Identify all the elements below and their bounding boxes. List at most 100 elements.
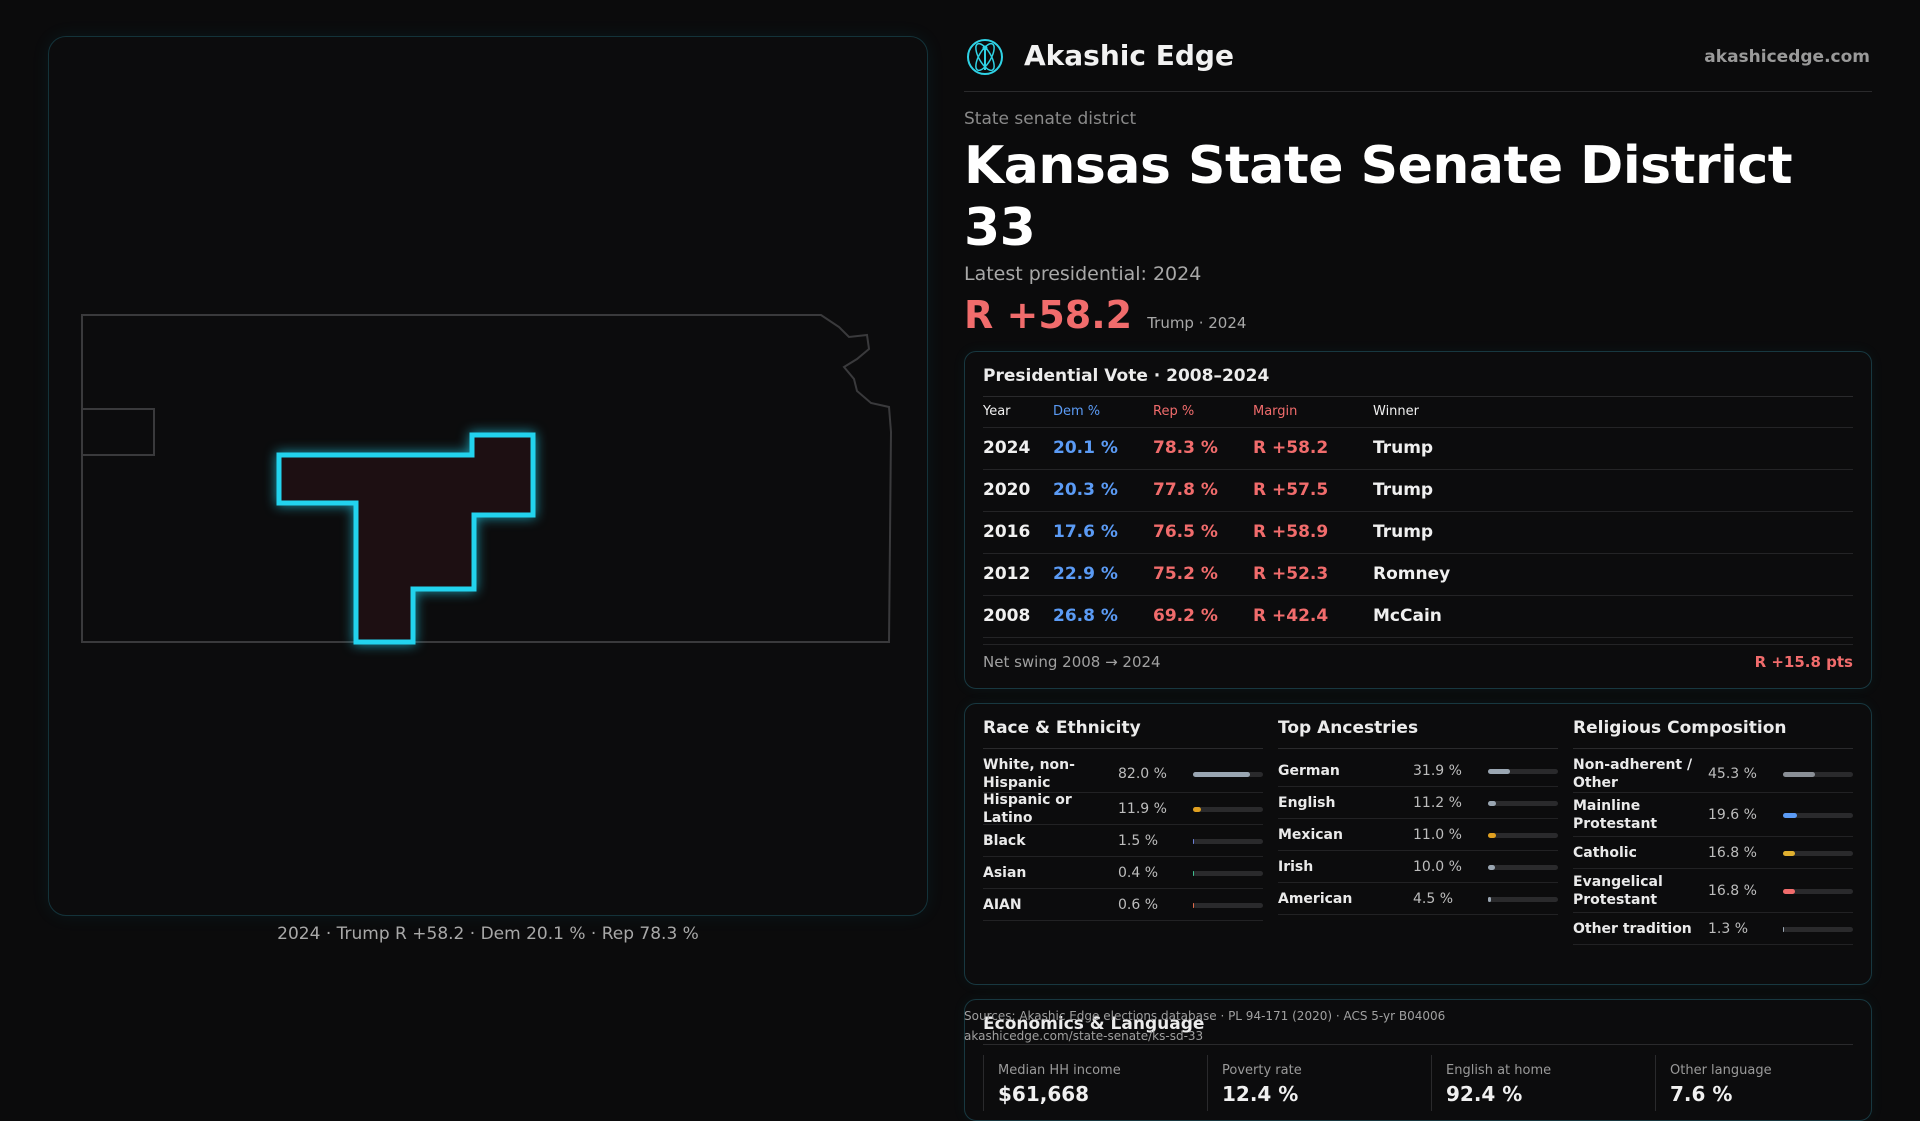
bar-fill [1783,812,1797,818]
source-footer: Sources: Akashic Edge elections database… [964,1006,1445,1046]
bar-row: Asian 0.4 % [983,857,1263,889]
bar-label: Black [983,832,1026,849]
economics-grid: Median HH income $61,668 Poverty rate 12… [983,1055,1853,1115]
econ-value: 12.4 % [1222,1082,1299,1106]
brand-header: Akashic Edge akashicedge.com [964,30,1872,92]
cell-winner: Trump [1373,427,1853,470]
bar-fill [1783,888,1795,894]
bar-percent: 11.9 % [1118,800,1167,817]
bar-track [1193,838,1263,844]
cell-rep: 77.8 % [1153,469,1253,512]
cell-rep: 78.3 % [1153,427,1253,470]
econ-label: Other language [1670,1063,1772,1078]
source-url[interactable]: akashicedge.com/state-senate/ks-sd-33 [964,1029,1204,1043]
econ-value: 92.4 % [1446,1082,1523,1106]
district-map[interactable] [49,37,929,917]
bar-track [1783,926,1853,932]
bar-track [1193,902,1263,908]
bar-fill [1783,926,1785,932]
bar-track [1783,771,1853,777]
margin-value: R +58.2 [964,293,1133,337]
cell-margin: R +58.9 [1253,511,1373,554]
bar-fill [1193,806,1202,812]
bar-percent: 0.6 % [1118,896,1159,913]
bar-percent: 31.9 % [1413,762,1462,779]
table-row: 2008 26.8 % 69.2 % R +42.4 McCain [983,595,1853,638]
cell-dem: 20.1 % [1053,427,1153,470]
cell-dem: 20.3 % [1053,469,1153,512]
cell-margin: R +57.5 [1253,469,1373,512]
bar-label: Hispanic or Latino [983,791,1072,826]
page-title: Kansas State Senate District 33 [964,136,1793,258]
cell-year: 2012 [983,553,1053,596]
bar-label: Catholic [1573,844,1637,861]
bar-fill [1783,850,1795,856]
headline-margin: R +58.2 Trump · 2024 [964,293,1872,341]
bar-label: Mainline Protestant [1573,797,1658,832]
bar-fill [1193,838,1195,844]
bar-row: German 31.9 % [1278,755,1558,787]
bar-row: Mexican 11.0 % [1278,819,1558,851]
bar-fill [1488,896,1492,902]
econ-cell: Poverty rate 12.4 % [1207,1055,1417,1111]
bar-fill [1488,832,1496,838]
bar-fill [1193,902,1195,908]
econ-label: Poverty rate [1222,1063,1302,1078]
table-header-row: Year Dem % Rep % Margin Winner [983,397,1853,428]
bar-fill [1783,771,1815,777]
cell-dem: 26.8 % [1053,595,1153,638]
bar-track [1488,864,1558,870]
bar-percent: 11.0 % [1413,826,1462,843]
demographics-card: Race & Ethnicity White, non-Hispanic 82.0… [964,703,1872,985]
bar-label: Non-adherent / Other [1573,756,1693,791]
cell-year: 2008 [983,595,1053,638]
econ-cell: English at home 92.4 % [1431,1055,1641,1111]
kansas-state-outline [81,314,893,643]
bar-label: English [1278,794,1336,811]
detail-panel: Akashic Edge akashicedge.com State senat… [964,30,1872,1121]
economics-title: Economics & Language [983,1014,1853,1045]
header-margin: Margin [1253,397,1373,428]
bar-track [1783,850,1853,856]
bar-percent: 19.6 % [1708,806,1757,823]
bar-track [1488,768,1558,774]
bar-track [1783,812,1853,818]
bar-row: White, non-Hispanic 82.0 % [983,755,1263,793]
bar-percent: 0.4 % [1118,864,1159,881]
cell-dem: 22.9 % [1053,553,1153,596]
header-winner: Winner [1373,397,1853,428]
bar-fill [1488,864,1495,870]
bar-row: Catholic 16.8 % [1573,837,1853,869]
bar-row: Mainline Protestant 19.6 % [1573,793,1853,837]
bar-percent: 4.5 % [1413,890,1454,907]
cell-winner: Trump [1373,511,1853,554]
cell-rep: 75.2 % [1153,553,1253,596]
table-row: 2016 17.6 % 76.5 % R +58.9 Trump [983,511,1853,554]
district-highlight [276,432,536,645]
brand-name: Akashic Edge [1024,39,1234,72]
bar-track [1193,806,1263,812]
cell-dem: 17.6 % [1053,511,1153,554]
bar-row: Non-adherent / Other 45.3 % [1573,755,1853,793]
bar-label: Other tradition [1573,920,1692,937]
latest-presidential-label: Latest presidential: 2024 [964,263,1202,285]
bar-track [1193,870,1263,876]
cell-year: 2024 [983,427,1053,470]
bar-track [1783,888,1853,894]
econ-cell: Other language 7.6 % [1655,1055,1865,1111]
cell-margin: R +58.2 [1253,427,1373,470]
bar-percent: 82.0 % [1118,765,1167,782]
brand-url[interactable]: akashicedge.com [1704,47,1870,67]
margin-sub: Trump · 2024 [1147,314,1247,332]
net-swing-label: Net swing 2008 → 2024 [983,653,1161,671]
bar-label: American [1278,890,1353,907]
cell-year: 2016 [983,511,1053,554]
presidential-vote-table: Year Dem % Rep % Margin Winner 2024 20.1… [983,397,1853,638]
bar-track [1488,896,1558,902]
bar-row: Irish 10.0 % [1278,851,1558,883]
religion-column: Religious Composition Non-adherent / Oth… [1573,718,1853,945]
ancestry-title: Top Ancestries [1278,718,1558,749]
bar-track [1193,771,1263,777]
table-row: 2012 22.9 % 75.2 % R +52.3 Romney [983,553,1853,596]
district-kicker: State senate district [964,109,1137,129]
